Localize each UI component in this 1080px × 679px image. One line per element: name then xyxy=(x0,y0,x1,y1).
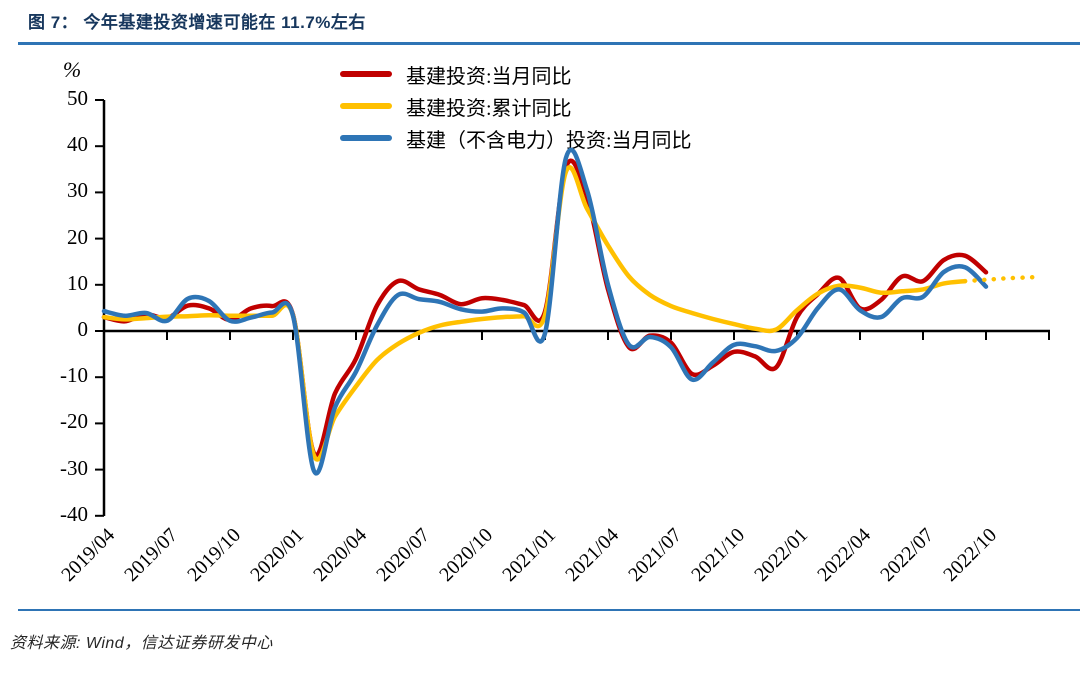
y-tick-label: -10 xyxy=(60,363,88,388)
y-tick-label: -30 xyxy=(60,455,88,480)
forecast-dotted-line xyxy=(962,274,1041,284)
y-tick-label: 40 xyxy=(67,132,88,157)
legend-swatch-line-icon xyxy=(340,71,392,77)
y-tick-label: 0 xyxy=(77,317,89,341)
legend-swatch-line-icon xyxy=(340,135,392,141)
source-note: 资料来源: Wind，信达证券研发中心 xyxy=(10,635,273,652)
y-tick-label: 50 xyxy=(67,86,88,110)
y-axis-unit-label: % xyxy=(62,57,82,82)
y-tick-label: 10 xyxy=(67,270,88,295)
chart-legend: 基建投资:当月同比 基建投资:累计同比基建（不含电力）投资:当月同比 xyxy=(340,58,692,154)
legend-item-label: 基建投资:当月同比 xyxy=(406,65,572,88)
legend-item-label: 基建（不含电力）投资:当月同比 xyxy=(406,129,692,152)
y-tick-label: 20 xyxy=(67,224,88,249)
legend-item-label: 基建投资:累计同比 xyxy=(406,97,572,120)
legend-item: 基建（不含电力）投资:当月同比 xyxy=(340,122,692,154)
legend-item: 基建投资:当月同比 xyxy=(340,58,692,90)
legend-item: 基建投资:累计同比 xyxy=(340,90,692,122)
y-tick-label: 30 xyxy=(67,178,88,203)
y-tick-label: -40 xyxy=(60,501,88,526)
series-infra-ex-power-monthly-yoy-line xyxy=(101,147,989,476)
figure-title: 图 7： 今年基建投资增速可能在 11.7%左右 xyxy=(28,13,366,32)
bottom-divider xyxy=(18,609,1080,611)
legend-swatch-line-icon xyxy=(340,103,392,109)
y-tick-label: -20 xyxy=(60,409,88,434)
top-divider xyxy=(18,42,1080,45)
series-infra-cumulative-yoy-line xyxy=(101,165,968,462)
